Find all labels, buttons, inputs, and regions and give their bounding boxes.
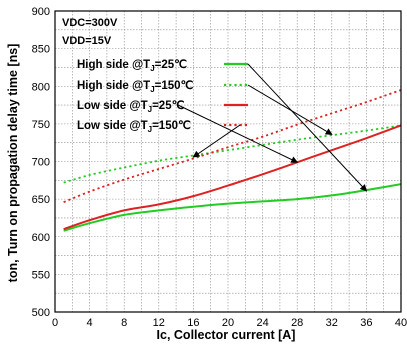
legend-pointer-arrow: [247, 63, 368, 192]
legend-item-low-side-150c: Low side @TJ=150℃: [77, 119, 191, 134]
x-tick-label: 8: [121, 317, 127, 329]
x-tick-label: 0: [52, 317, 58, 329]
x-tick-label: 16: [187, 317, 199, 329]
y-tick-label: 550: [32, 269, 50, 281]
series-low-side-25c: [63, 124, 402, 231]
y-tick-label: 600: [32, 232, 50, 244]
plot-frame: [54, 10, 402, 313]
condition-vdc: VDC=300V: [62, 17, 118, 29]
y-tick-label: 900: [32, 6, 50, 18]
condition-vdd: VDD=15V: [62, 35, 112, 47]
x-tick-label: 24: [256, 317, 268, 329]
legend-pointer-arrow: [247, 84, 333, 135]
y-tick-label: 800: [32, 81, 50, 93]
legend: High side @TJ=25℃ High side @TJ=150℃ Low s…: [77, 58, 248, 134]
tick-labels: 0 4 8 12 16 20 24 28 32 36 40 500 550 600 650 700 750 800…: [32, 6, 407, 329]
legend-item-high-side-25c: High side @TJ=25℃: [77, 58, 187, 73]
y-tick-label: 500: [32, 307, 50, 319]
y-tick-label: 700: [32, 157, 50, 169]
x-tick-label: 4: [87, 317, 93, 329]
x-tick-label: 20: [222, 317, 234, 329]
grid: [55, 11, 401, 312]
series-layer: [63, 89, 402, 232]
x-tick-label: 12: [153, 317, 165, 329]
series-high-side-150c: [63, 124, 402, 184]
x-axis-label: Ic, Collector current [A]: [157, 328, 296, 342]
y-tick-label: 750: [32, 119, 50, 131]
legend-item-high-side-150c: High side @TJ=150℃: [77, 79, 194, 94]
legend-pointer-arrow: [192, 124, 241, 158]
y-tick-label: 850: [32, 44, 50, 56]
x-tick-label: 28: [291, 317, 303, 329]
x-tick-label: 32: [326, 317, 338, 329]
legend-arrows: [177, 63, 368, 192]
y-tick-label: 650: [32, 194, 50, 206]
series-low-side-150c: [63, 89, 402, 203]
legend-pointer-arrow: [177, 104, 299, 163]
y-axis-label: ton, Turn on propagation delay time [ns]: [6, 44, 20, 283]
series-high-side-25c: [63, 183, 402, 232]
x-tick-label: 36: [360, 317, 372, 329]
x-tick-label: 40: [395, 317, 407, 329]
legend-item-low-side-25c: Low side @TJ=25℃: [77, 99, 185, 114]
